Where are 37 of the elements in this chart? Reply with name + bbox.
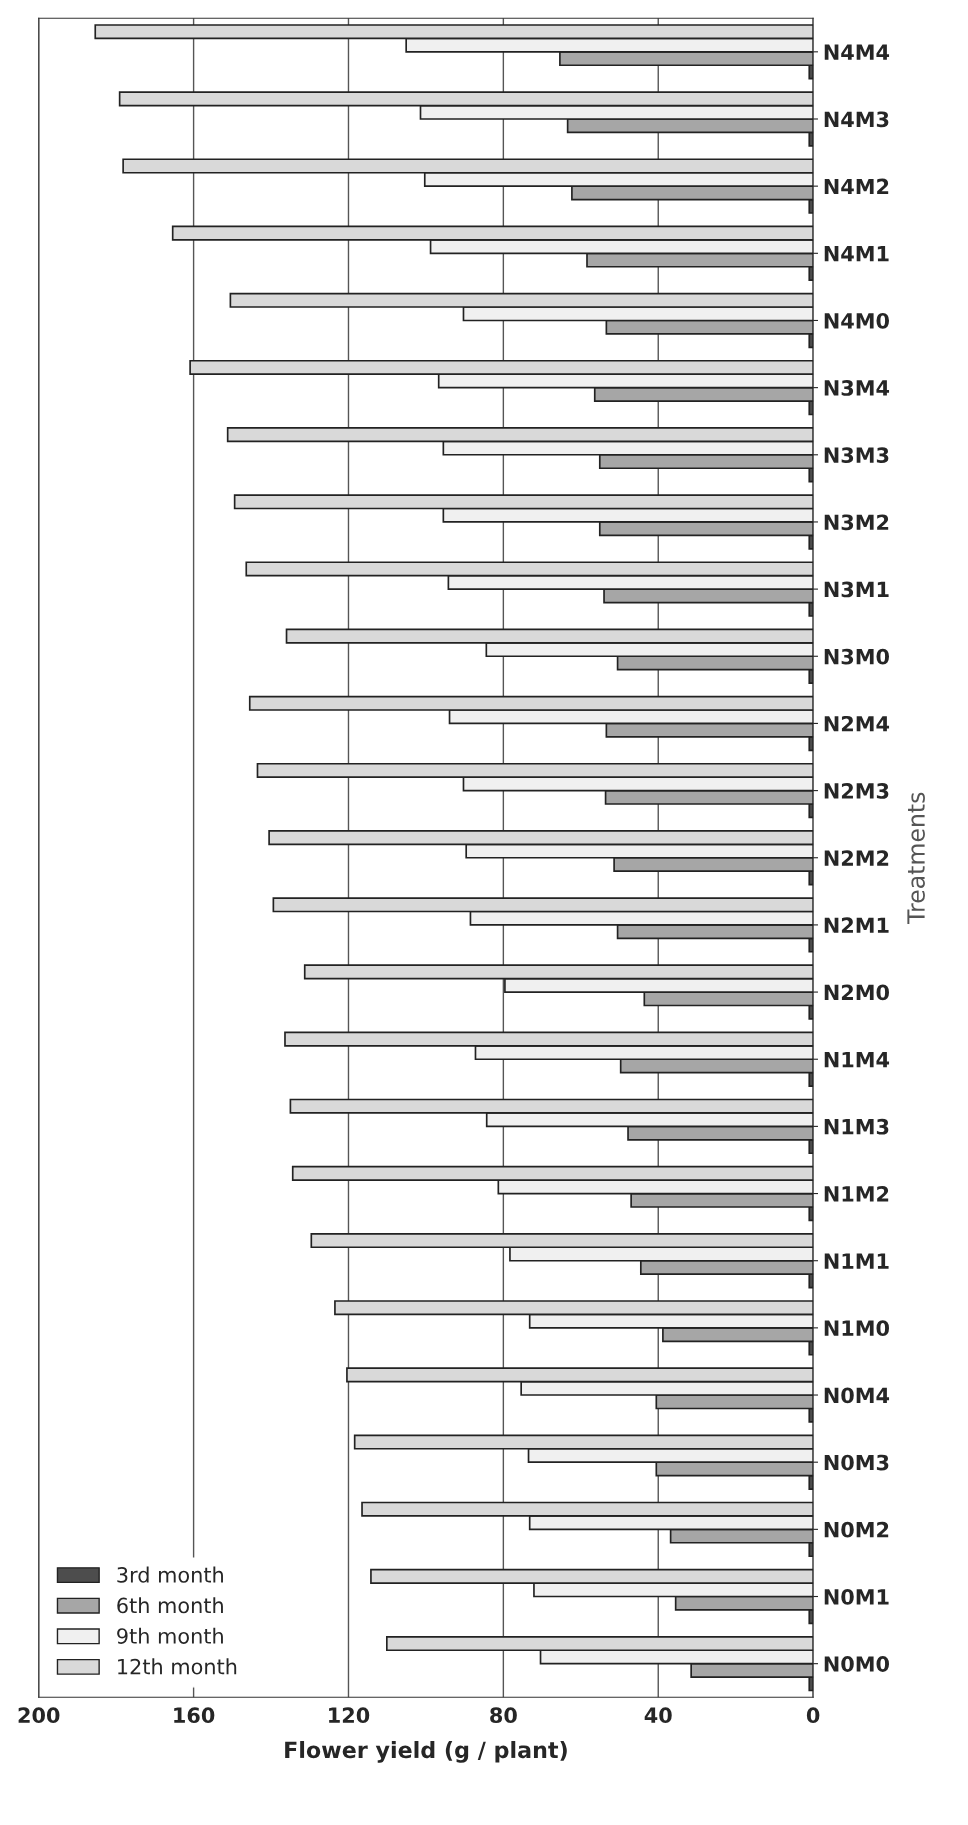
y-tick-label: N3M0 bbox=[824, 648, 889, 665]
x-axis-title: Flower yield (g / plant) bbox=[285, 1741, 567, 1763]
y-tick-label: N3M3 bbox=[824, 447, 889, 463]
x-tick-label: 160 bbox=[174, 1707, 215, 1724]
y-tick-label: N1M3 bbox=[824, 1118, 889, 1135]
y-tick-label: N4M1 bbox=[824, 246, 889, 262]
x-tick-label: 80 bbox=[490, 1707, 517, 1724]
y-tick-label: N2M4 bbox=[824, 715, 890, 732]
x-tick-label: 40 bbox=[644, 1707, 672, 1724]
legend-label: 6th month bbox=[117, 1597, 223, 1614]
y-tick-label: N2M0 bbox=[824, 984, 889, 1001]
y-tick-label: N0M3 bbox=[824, 1454, 889, 1471]
y-tick-label: N3M4 bbox=[824, 380, 890, 396]
y-tick-label: N4M3 bbox=[824, 111, 889, 128]
y-tick-label: N4M0 bbox=[824, 312, 889, 329]
y-tick-label: N1M1 bbox=[824, 1253, 889, 1269]
x-tick-label: 0 bbox=[806, 1707, 820, 1724]
y-tick-label: N3M1 bbox=[824, 581, 889, 598]
x-tick-label: 120 bbox=[329, 1707, 370, 1724]
y-tick-label: N1M0 bbox=[824, 1320, 889, 1337]
y-tick-label: N4M4 bbox=[824, 44, 890, 60]
y-tick-label: N3M2 bbox=[824, 514, 889, 531]
y-tick-label: N2M2 bbox=[824, 850, 889, 866]
y-tick-label: N0M0 bbox=[824, 1656, 889, 1672]
legend-label: 9th month bbox=[117, 1627, 223, 1644]
y-tick-label: N2M3 bbox=[824, 783, 889, 799]
y-tick-label: N1M2 bbox=[824, 1186, 889, 1202]
y-tick-label: N0M4 bbox=[824, 1387, 890, 1404]
y-tick-label: N2M1 bbox=[824, 917, 889, 933]
legend-label: 3rd month bbox=[117, 1566, 223, 1583]
legend-label: 12th month bbox=[118, 1658, 237, 1675]
y-tick-label: N1M4 bbox=[824, 1051, 890, 1068]
y-tick-label: N0M1 bbox=[824, 1588, 889, 1605]
y-tick-label: N0M2 bbox=[824, 1521, 889, 1538]
y-axis-title: Treatments bbox=[907, 792, 925, 925]
x-tick-label: 200 bbox=[18, 1707, 60, 1724]
y-tick-label: N4M2 bbox=[824, 178, 889, 195]
